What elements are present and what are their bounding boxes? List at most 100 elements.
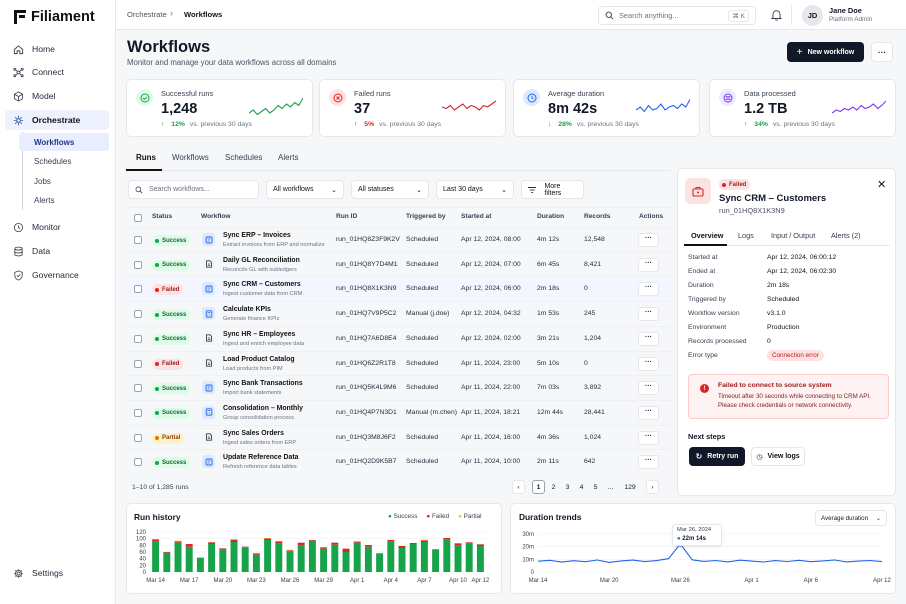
more-filters-button[interactable]: More filters	[521, 180, 584, 199]
table-row[interactable]: Success Daily GL Reconciliation Reconcile …	[126, 251, 671, 277]
workflow-name[interactable]: Sync HR – Employees	[223, 330, 296, 338]
detail-tab-0[interactable]: Overview	[691, 231, 724, 240]
column-header-started-at[interactable]: Started at	[461, 213, 492, 220]
cell-run-id[interactable]: run_01HQ8Y7D4M1	[336, 260, 398, 268]
workflow-name[interactable]: Consolidation – Monthly	[223, 404, 304, 412]
workflow-name[interactable]: Load Product Catalog	[223, 355, 295, 363]
breadcrumb-parent[interactable]: Orchestrate	[127, 10, 167, 19]
row-checkbox[interactable]	[134, 359, 142, 368]
workflow-name[interactable]: Sync CRM – Customers	[223, 281, 301, 289]
row-checkbox[interactable]	[134, 236, 142, 244]
table-row[interactable]: Partial Sync Sales Orders Ingest sales ord…	[126, 424, 671, 450]
row-actions-button[interactable]: ···	[638, 405, 659, 420]
column-header-triggered-by[interactable]: Triggered by	[406, 213, 446, 220]
workflow-search-input[interactable]: Search workflows...	[128, 180, 259, 199]
workflows-filter-select[interactable]: All workflows ⌄	[266, 180, 344, 199]
workflow-name[interactable]: Sync Sales Orders	[223, 429, 284, 437]
row-checkbox[interactable]	[134, 260, 142, 269]
select-all-checkbox[interactable]	[134, 214, 142, 222]
row-checkbox[interactable]	[134, 433, 142, 442]
cell-run-id[interactable]: run_01HQ5K4L9M6	[336, 384, 397, 392]
row-checkbox[interactable]	[134, 458, 142, 467]
row-actions-button[interactable]: ···	[638, 455, 659, 470]
nav-item-governance[interactable]: Governance	[5, 265, 109, 285]
status-filter-select[interactable]: All statuses ⌄	[351, 180, 429, 199]
tab-alerts[interactable]: Alerts	[278, 153, 299, 162]
row-actions-button[interactable]: ···	[638, 233, 659, 247]
row-actions-button[interactable]: ···	[638, 257, 659, 272]
page-button[interactable]: 3	[565, 483, 570, 491]
view-logs-button[interactable]: ◷ View logs	[751, 447, 805, 466]
bell-icon[interactable]	[771, 9, 782, 21]
app-logo[interactable]: Filiament	[14, 9, 95, 25]
page-button[interactable]: 5	[593, 483, 598, 491]
cell-run-id[interactable]: run_01HQ7A6D8E4	[336, 334, 397, 342]
detail-tab-1[interactable]: Logs	[738, 231, 754, 240]
table-row[interactable]: Failed Sync CRM – Customers Ingest custome…	[126, 276, 671, 302]
cell-run-id[interactable]: run_01HQ6Z2R1T8	[336, 359, 396, 367]
cell-run-id[interactable]: run_01HQ2D9K5B7	[336, 458, 397, 466]
subnav-item-workflows[interactable]: Workflows	[19, 133, 109, 151]
close-icon[interactable]: ✕	[877, 179, 887, 191]
detail-tab-2[interactable]: Input / Output	[771, 231, 816, 240]
table-row[interactable]: Success Calculate KPIs Generate finance KP…	[126, 301, 671, 326]
column-header-status[interactable]: Status	[152, 213, 173, 220]
subnav-item-jobs[interactable]: Jobs	[34, 176, 51, 186]
tab-workflows[interactable]: Workflows	[172, 153, 209, 162]
cell-run-id[interactable]: run_01HQ8X1K3N9	[336, 285, 397, 293]
avatar[interactable]: JD	[802, 5, 823, 26]
tab-schedules[interactable]: Schedules	[225, 153, 263, 162]
row-actions-button[interactable]: ···	[638, 282, 659, 297]
page-button[interactable]: 1	[532, 480, 545, 494]
nav-item-model[interactable]: Model	[5, 86, 109, 106]
next-page-button[interactable]: ›	[646, 480, 659, 494]
cell-run-id[interactable]: run_01HQ3M8J6F2	[336, 433, 396, 441]
retry-run-button[interactable]: ↻ Retry run	[689, 447, 745, 466]
row-checkbox[interactable]	[134, 285, 142, 294]
tab-runs[interactable]: Runs	[136, 153, 156, 162]
row-actions-button[interactable]: ···	[638, 356, 659, 371]
page-button[interactable]: 4	[579, 483, 584, 491]
subnav-item-alerts[interactable]: Alerts	[34, 195, 55, 205]
subnav-item-schedules[interactable]: Schedules	[34, 156, 72, 166]
row-checkbox[interactable]	[134, 384, 142, 393]
row-checkbox[interactable]	[134, 408, 142, 417]
new-workflow-button[interactable]: + New workflow	[787, 42, 864, 62]
row-actions-button[interactable]: ···	[638, 307, 659, 322]
table-row[interactable]: Success Sync ERP – Invoices Extract invoic…	[126, 227, 671, 252]
table-row[interactable]: Success Sync Bank Transactions Import bank…	[126, 375, 671, 400]
nav-item-orchestrate[interactable]: Orchestrate	[5, 110, 109, 130]
nav-item-data[interactable]: Data	[5, 241, 109, 261]
row-actions-button[interactable]: ···	[638, 430, 659, 445]
table-row[interactable]: Success Update Reference Data Refresh refe…	[126, 449, 671, 474]
workflow-name[interactable]: Update Reference Data	[223, 454, 299, 462]
workflow-name[interactable]: Daily GL Reconciliation	[223, 256, 300, 264]
prev-page-button[interactable]: ‹	[512, 480, 525, 494]
date-range-select[interactable]: Last 30 days ⌄	[436, 180, 514, 199]
page-button[interactable]: 2	[551, 483, 556, 491]
row-checkbox[interactable]	[134, 334, 142, 343]
workflow-name[interactable]: Sync Bank Transactions	[223, 380, 303, 388]
cell-run-id[interactable]: run_01HQ8Z3F9K2V	[336, 236, 400, 243]
detail-tab-3[interactable]: Alerts (2)	[831, 231, 861, 240]
nav-item-monitor[interactable]: Monitor	[5, 217, 109, 237]
table-row[interactable]: Success Consolidation – Monthly Group cons…	[126, 399, 671, 425]
row-actions-button[interactable]: ···	[638, 381, 659, 396]
cell-run-id[interactable]: run_01HQ7V9P5C2	[336, 310, 397, 318]
column-header-run-id[interactable]: Run ID	[336, 213, 358, 220]
workflow-name[interactable]: Sync ERP – Invoices	[223, 232, 291, 239]
table-row[interactable]: Failed Load Product Catalog Load products …	[126, 350, 671, 376]
nav-item-home[interactable]: Home	[5, 39, 109, 59]
column-header-workflow[interactable]: Workflow	[201, 213, 231, 220]
duration-metric-select[interactable]: Average duration ⌄	[815, 510, 887, 526]
cell-run-id[interactable]: run_01HQ4P7N3D1	[336, 408, 397, 416]
row-checkbox[interactable]	[134, 310, 142, 319]
column-header-records[interactable]: Records	[584, 213, 611, 220]
nav-item-connect[interactable]: Connect	[5, 62, 109, 82]
row-actions-button[interactable]: ···	[638, 331, 659, 346]
nav-item-settings[interactable]: Settings	[5, 563, 109, 583]
column-header-duration[interactable]: Duration	[537, 213, 565, 220]
workflow-name[interactable]: Calculate KPIs	[223, 306, 271, 314]
more-options-button[interactable]: ···	[871, 42, 893, 62]
global-search-input[interactable]: Search anything... ⌘ K	[598, 6, 756, 25]
